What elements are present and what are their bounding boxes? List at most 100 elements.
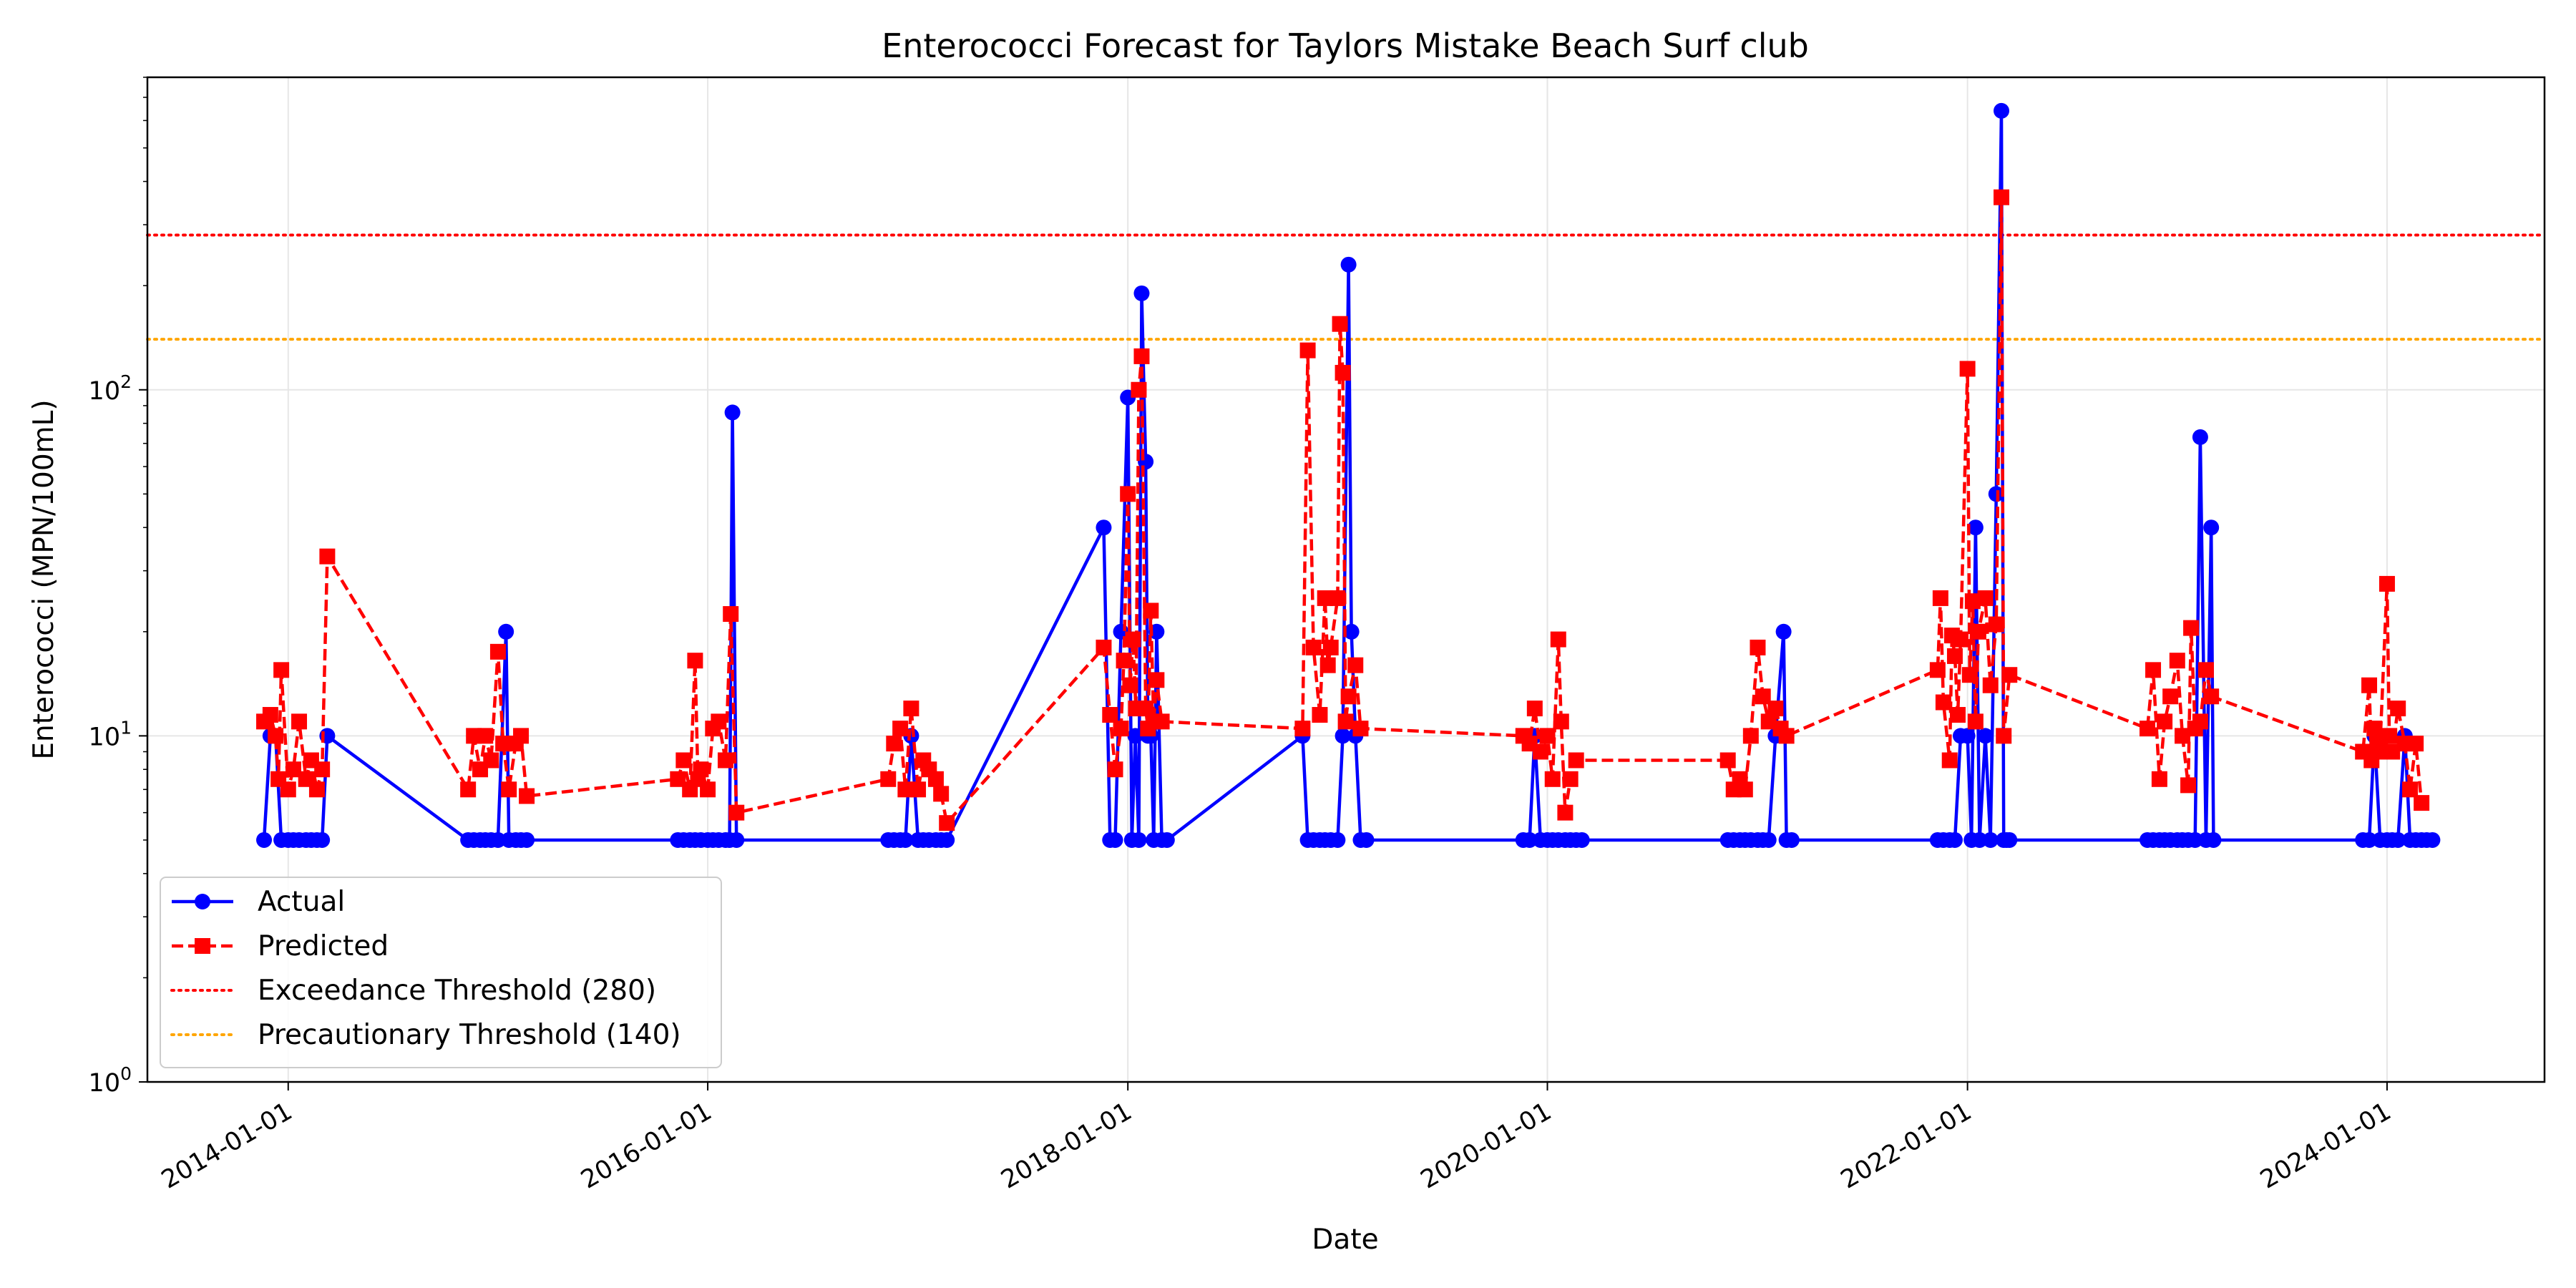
- data-point-predicted: [1553, 713, 1569, 730]
- data-point-predicted: [268, 728, 284, 744]
- data-point-actual: [1977, 728, 1994, 744]
- data-point-actual: [1775, 623, 1792, 640]
- data-point-predicted: [280, 781, 296, 798]
- y-tick-label: 101: [89, 717, 132, 751]
- data-point-predicted: [2162, 688, 2179, 705]
- data-point-predicted: [1562, 771, 1579, 787]
- data-point-actual: [1521, 831, 1538, 848]
- x-tick-label: 2022-01-01: [1836, 1097, 1976, 1194]
- data-point-predicted: [1322, 639, 1339, 655]
- data-point-actual: [2192, 429, 2208, 445]
- x-tick-label: 2024-01-01: [2255, 1097, 2396, 1194]
- data-point-predicted: [1332, 316, 1348, 332]
- data-point-actual: [2361, 831, 2378, 848]
- data-point-predicted: [1116, 653, 1132, 669]
- data-point-predicted: [489, 643, 506, 660]
- data-point-predicted: [1133, 348, 1150, 364]
- data-point-predicted: [2175, 728, 2191, 744]
- data-point-predicted: [700, 781, 716, 798]
- data-point-predicted: [1337, 713, 1354, 730]
- data-point-predicted: [286, 761, 302, 778]
- data-point-actual: [1783, 831, 1800, 848]
- data-point-predicted: [1550, 631, 1566, 648]
- y-tick-exponent: 0: [120, 1063, 132, 1084]
- data-point-predicted: [1544, 771, 1561, 787]
- data-point-predicted: [903, 701, 919, 717]
- data-point-predicted: [319, 548, 336, 565]
- data-point-predicted: [1317, 590, 1333, 606]
- legend-swatch-marker: [195, 894, 210, 909]
- data-point-predicted: [2361, 677, 2378, 693]
- data-point-predicted: [1967, 713, 1984, 730]
- data-point-predicted: [1557, 804, 1574, 821]
- data-point-actual: [2001, 831, 2018, 848]
- data-point-actual: [728, 831, 745, 848]
- data-point-predicted: [2197, 662, 2214, 678]
- data-point-actual: [1994, 102, 2010, 119]
- data-point-predicted: [1319, 657, 1336, 673]
- data-point-predicted: [1952, 631, 1968, 648]
- data-point-predicted: [513, 728, 530, 744]
- data-point-actual: [1096, 519, 1112, 536]
- data-point-predicted: [1988, 616, 2004, 633]
- data-point-predicted: [2169, 653, 2185, 669]
- data-point-predicted: [1148, 672, 1165, 688]
- threshold-layer: [146, 233, 2546, 341]
- data-point-predicted: [1131, 381, 1147, 398]
- data-point-actual: [1971, 831, 1988, 848]
- data-point-predicted: [1120, 486, 1136, 502]
- data-point-predicted: [1982, 677, 1999, 693]
- data-point-predicted: [308, 781, 325, 798]
- data-point-predicted: [2414, 795, 2430, 811]
- data-point-predicted: [2180, 777, 2197, 794]
- data-point-predicted: [2183, 620, 2200, 636]
- data-point-predicted: [273, 662, 290, 678]
- data-point-actual: [939, 831, 955, 848]
- data-point-predicted: [2001, 667, 2018, 683]
- data-point-actual: [256, 831, 273, 848]
- data-point-predicted: [2203, 688, 2220, 705]
- y-tick-base: 10: [89, 1069, 121, 1098]
- data-point-actual: [314, 831, 331, 848]
- data-point-predicted: [314, 761, 331, 778]
- data-point-predicted: [711, 713, 727, 730]
- data-point-actual: [1158, 831, 1175, 848]
- data-point-actual: [1967, 519, 1984, 536]
- data-point-predicted: [1949, 707, 1966, 723]
- data-point-actual: [1127, 728, 1143, 744]
- legend-box: [160, 877, 722, 1068]
- data-point-predicted: [1539, 728, 1556, 744]
- data-point-predicted: [1742, 728, 1759, 744]
- data-point-actual: [1340, 256, 1357, 273]
- data-point-predicted: [2408, 736, 2424, 752]
- x-axis-title: Date: [1312, 1224, 1378, 1256]
- data-point-actual: [1574, 831, 1590, 848]
- chart-title: Enterococci Forecast for Taylors Mistake…: [882, 26, 1809, 65]
- data-point-actual: [1760, 831, 1777, 848]
- data-point-predicted: [519, 788, 535, 804]
- data-point-predicted: [687, 653, 703, 669]
- data-point-predicted: [1977, 590, 1994, 606]
- data-point-predicted: [933, 786, 950, 802]
- data-point-predicted: [2366, 721, 2383, 737]
- y-axis-title: Enterococci (MPN/100mL): [28, 399, 60, 759]
- data-point-predicted: [460, 781, 477, 798]
- data-point-predicted: [1532, 743, 1548, 760]
- data-point-predicted: [1294, 721, 1311, 737]
- y-tick-exponent: 1: [120, 717, 132, 738]
- data-point-predicted: [892, 721, 909, 737]
- data-point-predicted: [1737, 781, 1753, 798]
- data-point-predicted: [1767, 701, 1784, 717]
- data-point-predicted: [2140, 721, 2156, 737]
- data-point-actual: [1343, 623, 1360, 640]
- data-point-predicted: [2151, 771, 2167, 787]
- data-point-predicted: [717, 752, 733, 769]
- data-point-predicted: [1970, 623, 1986, 640]
- data-point-predicted: [2390, 701, 2406, 717]
- data-point-predicted: [1961, 667, 1978, 683]
- data-point-predicted: [1932, 590, 1948, 606]
- data-point-predicted: [1113, 721, 1129, 737]
- data-point-actual: [1959, 728, 1976, 744]
